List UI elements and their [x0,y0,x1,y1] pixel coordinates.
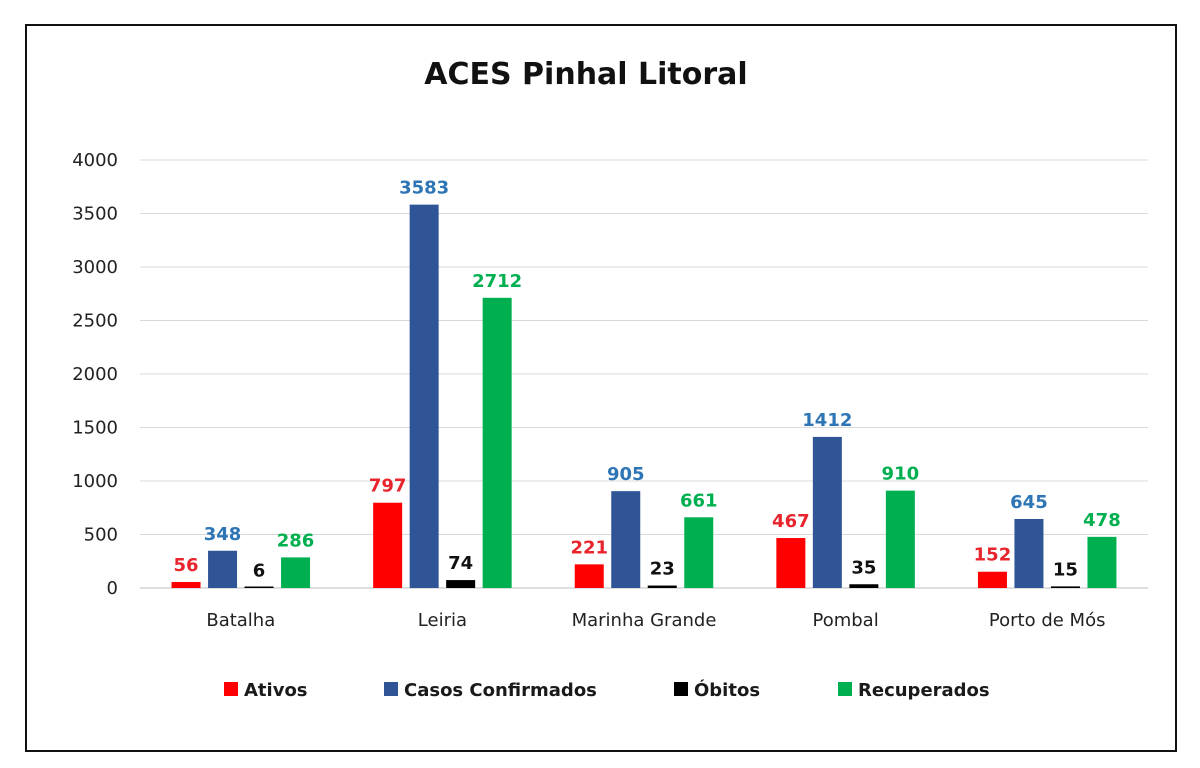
data-label: 152 [974,545,1012,566]
data-label: 6 [253,560,266,581]
y-axis-ticks: 0 500 1000 1500 2000 2500 3000 3500 4000 [72,150,118,599]
bar [574,564,604,588]
y-tick-label: 1000 [72,471,118,492]
x-axis-ticks: Batalha Leiria Marinha Grande Pombal Porto d… [206,610,1105,631]
legend-label: Óbitos [694,679,760,701]
data-label: 221 [570,537,608,558]
bar [446,580,476,588]
bar [977,571,1007,588]
bar [1014,518,1044,588]
data-label: 478 [1083,510,1121,531]
bar [776,538,806,588]
bar [611,491,641,588]
legend-swatch [838,682,852,696]
y-tick-label: 500 [84,525,118,546]
data-label: 23 [650,559,675,580]
bar [885,490,915,588]
data-label: 467 [772,511,810,532]
legend-label: Casos Confirmados [404,680,597,701]
bar [244,586,274,588]
x-tick-label: Pombal [812,610,878,631]
data-label: 910 [882,464,920,485]
data-label: 74 [448,553,473,574]
data-label: 797 [369,476,407,497]
data-label: 348 [204,524,242,545]
bar [208,550,238,588]
data-label: 56 [174,555,199,576]
bar [281,557,311,588]
legend-label: Recuperados [858,680,990,701]
bar [812,436,842,588]
bars [171,204,1117,588]
data-label: 645 [1010,492,1048,513]
data-label: 661 [680,490,718,511]
bar [849,584,879,588]
legend: Ativos Casos Confirmados Óbitos Recuperados [224,679,990,701]
data-label: 35 [851,557,876,578]
bar [373,502,403,588]
x-tick-label: Porto de Mós [989,610,1106,631]
data-label: 286 [277,530,315,551]
data-label: 1412 [802,410,852,431]
bar [171,582,201,588]
bar [684,517,714,588]
chart-frame [25,24,1177,752]
gridlines [140,159,1148,589]
bar [1050,586,1080,588]
x-tick-label: Marinha Grande [572,610,717,631]
data-label: 2712 [472,271,522,292]
bar [647,585,677,588]
bar [1087,536,1117,588]
data-label: 15 [1053,559,1078,580]
chart-title: ACES Pinhal Litoral [424,57,747,92]
legend-swatch [384,682,398,696]
y-tick-label: 2500 [72,311,118,332]
data-label: 3583 [399,178,449,199]
legend-swatch [674,682,688,696]
y-tick-label: 0 [107,578,118,599]
bar [482,297,512,588]
legend-label: Ativos [244,680,308,701]
y-tick-label: 3000 [72,257,118,278]
x-tick-label: Batalha [206,610,275,631]
y-tick-label: 3500 [72,204,118,225]
y-tick-label: 2000 [72,364,118,385]
data-label: 905 [607,464,645,485]
x-tick-label: Leiria [418,610,467,631]
y-tick-label: 1500 [72,418,118,439]
bar [409,204,439,588]
y-tick-label: 4000 [72,150,118,171]
legend-swatch [224,682,238,696]
